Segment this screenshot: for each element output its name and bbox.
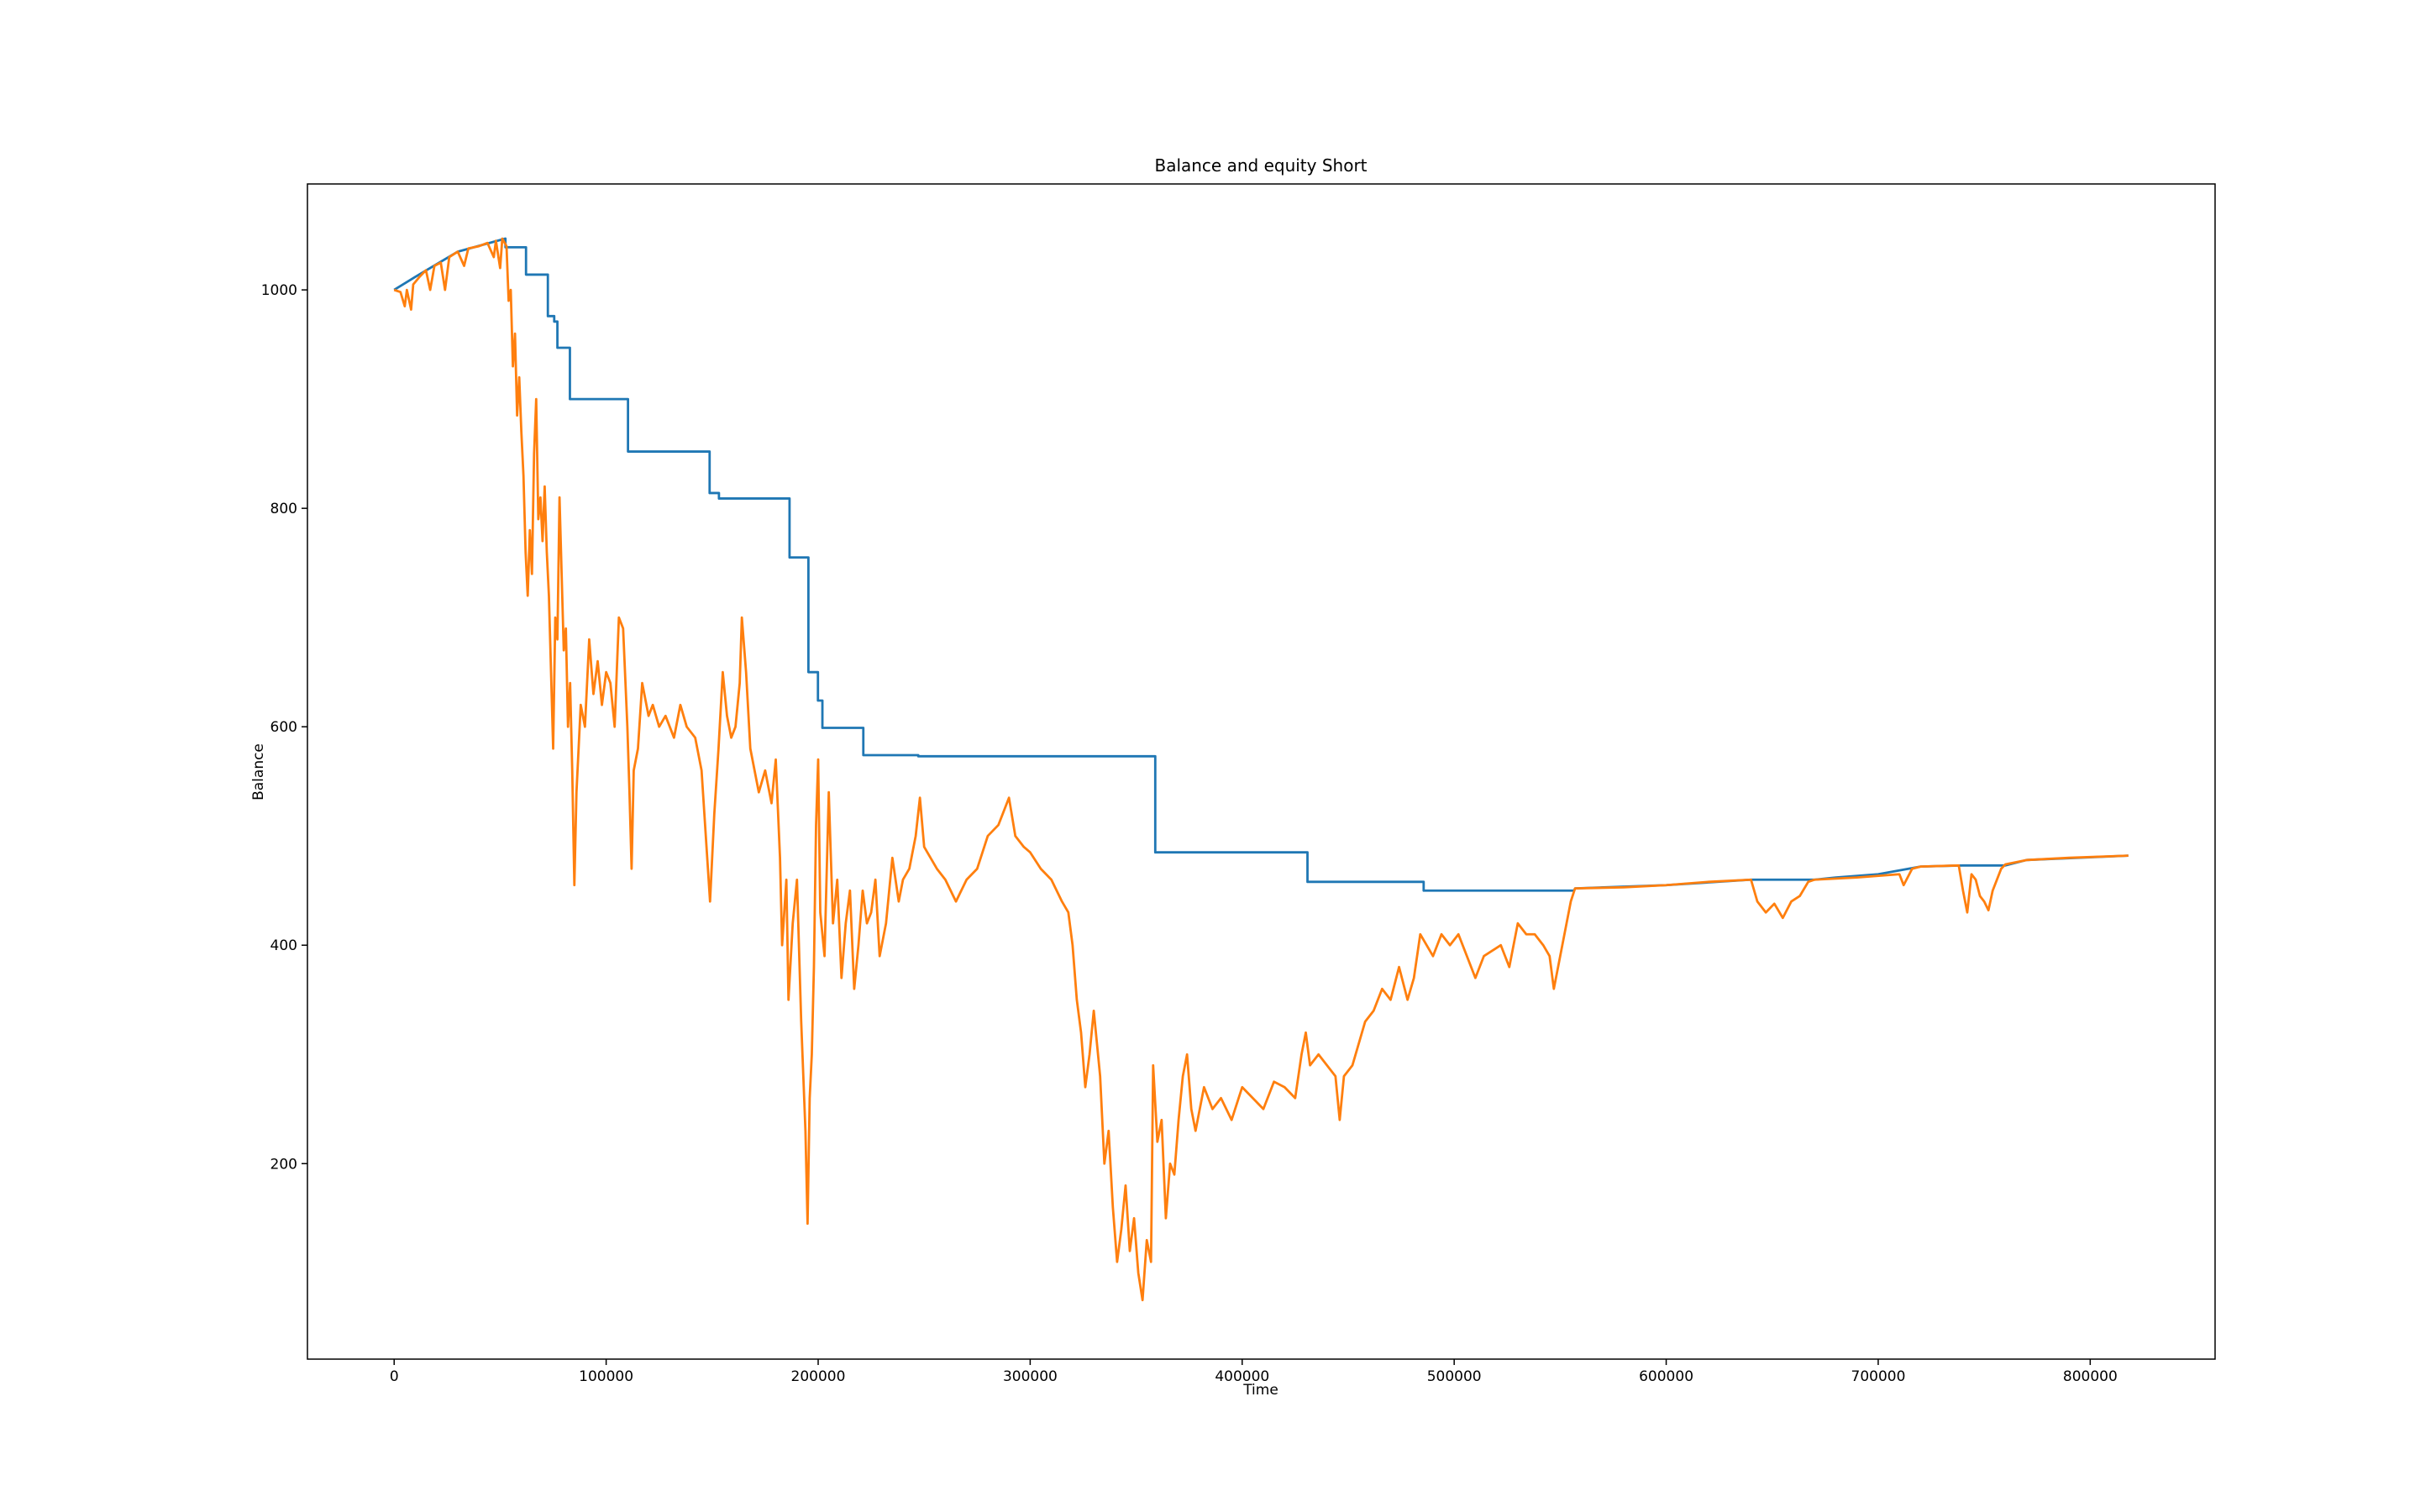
x-tick-label: 400000: [1215, 1368, 1269, 1385]
series-line: [393, 237, 2129, 1302]
x-tick-label: 100000: [579, 1368, 633, 1385]
x-tick-label: 700000: [1851, 1368, 1906, 1385]
y-tick-label: 800: [270, 501, 297, 517]
y-tick-label: 1000: [261, 282, 297, 299]
y-tick-label: 600: [270, 719, 297, 736]
x-tick-label: 200000: [791, 1368, 846, 1385]
y-tick-label: 200: [270, 1156, 297, 1173]
x-tick-label: 600000: [1639, 1368, 1693, 1385]
plot-frame: [307, 183, 2216, 1360]
y-tick-label: 400: [270, 937, 297, 954]
x-tick-label: 0: [390, 1368, 399, 1385]
x-tick-label: 300000: [1003, 1368, 1058, 1385]
chart-title: Balance and equity Short: [1154, 155, 1367, 176]
x-axis-label: Time: [1242, 1382, 1278, 1399]
x-tick-label: 800000: [2063, 1368, 2118, 1385]
x-tick-label: 500000: [1427, 1368, 1482, 1385]
y-axis-label: Balance: [250, 743, 267, 801]
